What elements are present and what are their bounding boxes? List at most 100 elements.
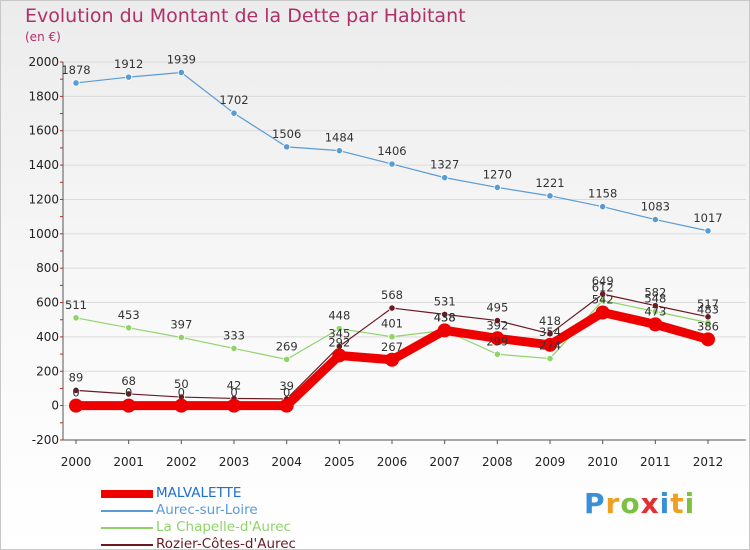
legend-label: La Chapelle-d'Aurec [156, 519, 291, 535]
data-point-malvalette [648, 317, 663, 332]
x-tick-label: 2003 [219, 455, 250, 469]
data-label-series-1: 1939 [167, 52, 196, 66]
legend-swatch [101, 527, 153, 529]
data-label-series-0: 292 [328, 335, 350, 349]
x-tick-label: 2011 [640, 455, 671, 469]
data-label-series-3: 418 [539, 314, 561, 328]
data-point-series-1 [704, 227, 712, 235]
data-label-series-2: 274 [539, 339, 561, 353]
data-label-series-1: 1221 [535, 176, 564, 190]
data-label-series-2: 612 [592, 280, 614, 294]
data-label-series-0: 0 [72, 386, 79, 400]
data-label-series-0: 473 [644, 304, 666, 318]
data-point-series-3 [704, 313, 712, 321]
x-tick-label: 2001 [113, 455, 144, 469]
data-label-series-3: 582 [644, 286, 666, 300]
x-tick-label: 2000 [61, 455, 92, 469]
data-point-series-1 [177, 68, 185, 77]
data-label-series-3: 649 [592, 274, 614, 288]
data-point-series-2 [493, 350, 501, 358]
data-label-series-2: 333 [223, 328, 245, 342]
legend-label: MALVALETTE [156, 485, 242, 501]
data-point-series-3 [546, 330, 554, 338]
data-label-series-2: 548 [644, 291, 666, 305]
data-point-malvalette [437, 323, 452, 338]
data-point-series-3 [72, 386, 80, 394]
data-label-series-1: 1083 [641, 200, 670, 214]
data-label-series-1: 1158 [588, 187, 617, 201]
data-point-series-1 [72, 79, 80, 87]
data-label-series-0: 0 [125, 386, 132, 400]
data-label-series-0: 0 [230, 386, 237, 400]
legend-label: Aurec-sur-Loire [156, 502, 258, 518]
legend-swatch [101, 510, 153, 512]
data-label-series-3: 68 [121, 374, 136, 388]
data-point-series-2 [283, 355, 291, 364]
y-tick-label: 1800 [28, 89, 59, 103]
data-point-malvalette [121, 398, 136, 413]
data-point-series-3 [388, 304, 396, 312]
data-point-malvalette [174, 398, 189, 413]
x-tick-label: 2004 [271, 455, 302, 469]
logo-letter: o [620, 487, 641, 520]
data-point-series-3 [493, 316, 501, 325]
chart-title: Evolution du Montant de la Dette par Hab… [25, 5, 466, 27]
legend-label: Rozier-Côtes-d'Aurec [156, 536, 296, 550]
proxiti-logo: Proxiti [584, 487, 695, 520]
legend-swatch [101, 544, 153, 546]
data-point-series-1 [388, 160, 396, 168]
data-point-series-2 [335, 325, 343, 333]
data-point-series-3 [599, 290, 607, 298]
data-point-series-1 [335, 147, 343, 155]
y-tick-label: -200 [32, 433, 59, 447]
data-label-series-1: 1484 [325, 131, 354, 145]
x-tick-label: 2006 [377, 455, 408, 469]
logo-letter: x [640, 487, 660, 520]
data-label-series-2: 453 [118, 308, 140, 322]
data-label-series-3: 42 [227, 378, 242, 392]
data-label-series-1: 1506 [272, 127, 301, 141]
y-tick-label: 0 [51, 399, 59, 413]
data-label-series-1: 1270 [483, 167, 512, 181]
y-tick-label: 600 [36, 296, 59, 310]
data-label-series-1: 1017 [693, 211, 722, 225]
data-point-series-2 [230, 344, 238, 353]
data-label-series-2: 269 [276, 339, 298, 353]
data-point-series-2 [388, 333, 396, 341]
data-point-series-2 [125, 324, 133, 332]
data-point-series-3 [125, 390, 133, 398]
data-label-series-3: 531 [434, 294, 456, 308]
data-label-series-1: 1702 [219, 93, 248, 107]
data-point-series-1 [441, 174, 449, 182]
y-tick-label: 1000 [28, 227, 59, 241]
data-label-series-3: 345 [328, 326, 350, 340]
x-tick-label: 2008 [482, 455, 513, 469]
data-label-series-2: 448 [328, 309, 350, 323]
data-label-series-2: 397 [170, 317, 192, 331]
y-tick-label: 400 [36, 330, 59, 344]
chart-subtitle: (en €) [25, 30, 61, 44]
data-point-series-1 [546, 192, 554, 200]
x-tick-label: 2002 [166, 455, 197, 469]
data-label-series-0: 0 [178, 386, 185, 400]
data-point-malvalette [595, 305, 610, 320]
x-tick-label: 2010 [587, 455, 618, 469]
x-tick-label: 2012 [693, 455, 724, 469]
data-label-series-1: 1878 [61, 63, 90, 77]
logo-letter: P [584, 487, 606, 520]
data-point-malvalette [227, 398, 241, 413]
data-point-malvalette [385, 352, 399, 367]
data-point-malvalette [279, 398, 294, 413]
data-point-series-3 [441, 310, 449, 319]
data-label-series-0: 392 [486, 318, 508, 332]
data-label-series-3: 517 [697, 297, 719, 311]
y-tick-label: 200 [36, 364, 59, 378]
data-label-series-0: 0 [283, 386, 290, 400]
data-point-series-1 [125, 73, 133, 81]
data-label-series-3: 39 [279, 379, 294, 393]
logo-letter: i [684, 487, 696, 520]
data-point-malvalette [490, 331, 505, 346]
data-point-series-1 [651, 215, 659, 224]
